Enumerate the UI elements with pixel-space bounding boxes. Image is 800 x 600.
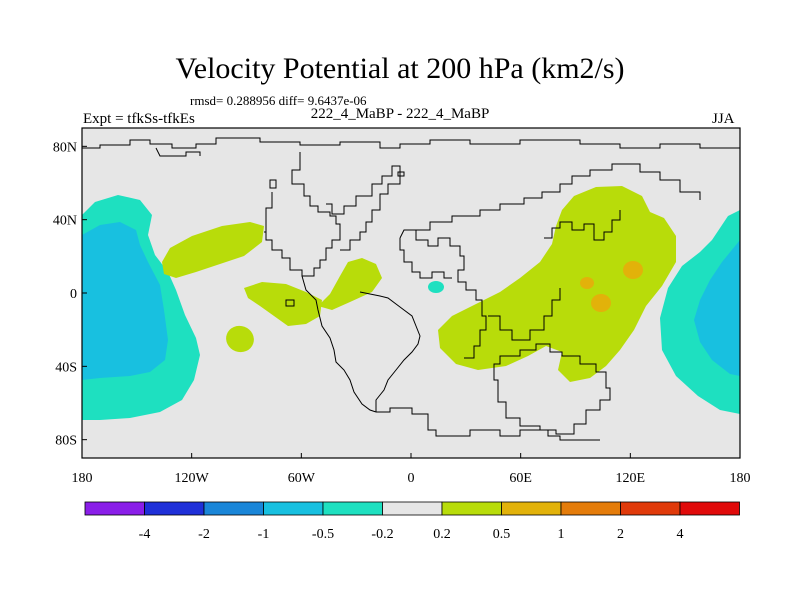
colorbar-swatch: [263, 501, 324, 516]
lat-tick-label: 40S: [55, 360, 77, 375]
positive-region-pacific-north: [162, 222, 264, 278]
colorbar-label: -2: [198, 527, 210, 542]
lon-tick-label: 180: [730, 471, 751, 486]
positive-spot-2: [580, 277, 594, 289]
longitude-axis: 180 120W 60W 0 60E 120E 180: [72, 453, 751, 486]
colorbar: -4 -2 -1 -0.5 -0.2 0.2 0.5 1 2 4: [84, 501, 740, 542]
positive-spot-3: [591, 294, 611, 312]
negative-region-east-inner: [694, 240, 740, 376]
colorbar-swatch: [84, 501, 145, 516]
lat-tick-label: 80N: [53, 140, 77, 155]
colorbar-label: -0.5: [312, 527, 334, 542]
colorbar-swatch: [382, 501, 443, 516]
colorbar-label: 2: [617, 527, 624, 542]
colorbar-label: 0.2: [433, 527, 451, 542]
lon-tick-label: 120E: [616, 471, 646, 486]
lat-tick-label: 80S: [55, 434, 77, 449]
lon-tick-label: 180: [72, 471, 93, 486]
positive-region-pacific-tropics: [244, 282, 322, 326]
colorbar-swatch: [560, 501, 621, 516]
season-label: JJA: [712, 111, 735, 127]
lon-tick-label: 120W: [175, 471, 210, 486]
colorbar-swatch: [501, 501, 562, 516]
colorbar-label: 0.5: [493, 527, 511, 542]
colorbar-label: -1: [258, 527, 270, 542]
colorbar-swatch: [441, 501, 502, 516]
colorbar-swatch: [144, 501, 205, 516]
colorbar-label: -4: [139, 527, 151, 542]
coastlines: [82, 137, 740, 441]
colorbar-swatch: [679, 501, 740, 516]
plot-title: Velocity Potential at 200 hPa (km2/s): [175, 52, 625, 85]
colorbar-label: 1: [558, 527, 565, 542]
positive-spot-1: [623, 261, 643, 279]
contour-fills: [82, 137, 740, 441]
case-label: 222_4_MaBP - 222_4_MaBP: [310, 106, 490, 122]
experiment-label: Expt = tfkSs-tfkEs: [83, 111, 195, 127]
stats-label: rmsd= 0.288956 diff= 9.6437e-06: [190, 93, 367, 108]
colorbar-swatch: [620, 501, 681, 516]
lon-tick-label: 0: [408, 471, 415, 486]
colorbar-label: 4: [677, 527, 684, 542]
negative-blob-small: [428, 281, 444, 293]
lon-tick-label: 60W: [288, 471, 316, 486]
colorbar-swatch: [322, 501, 383, 516]
lon-tick-label: 60E: [509, 471, 532, 486]
latitude-axis: 80N 40N 0 40S 80S: [53, 140, 87, 449]
positive-region-south-pacific: [226, 325, 254, 353]
colorbar-swatch: [203, 501, 264, 516]
positive-region-asia: [438, 186, 676, 382]
lat-tick-label: 40N: [53, 214, 77, 229]
colorbar-label: -0.2: [371, 527, 393, 542]
negative-region-west-inner: [82, 222, 168, 380]
positive-region-atlantic: [318, 258, 382, 310]
lat-tick-label: 0: [70, 287, 77, 302]
